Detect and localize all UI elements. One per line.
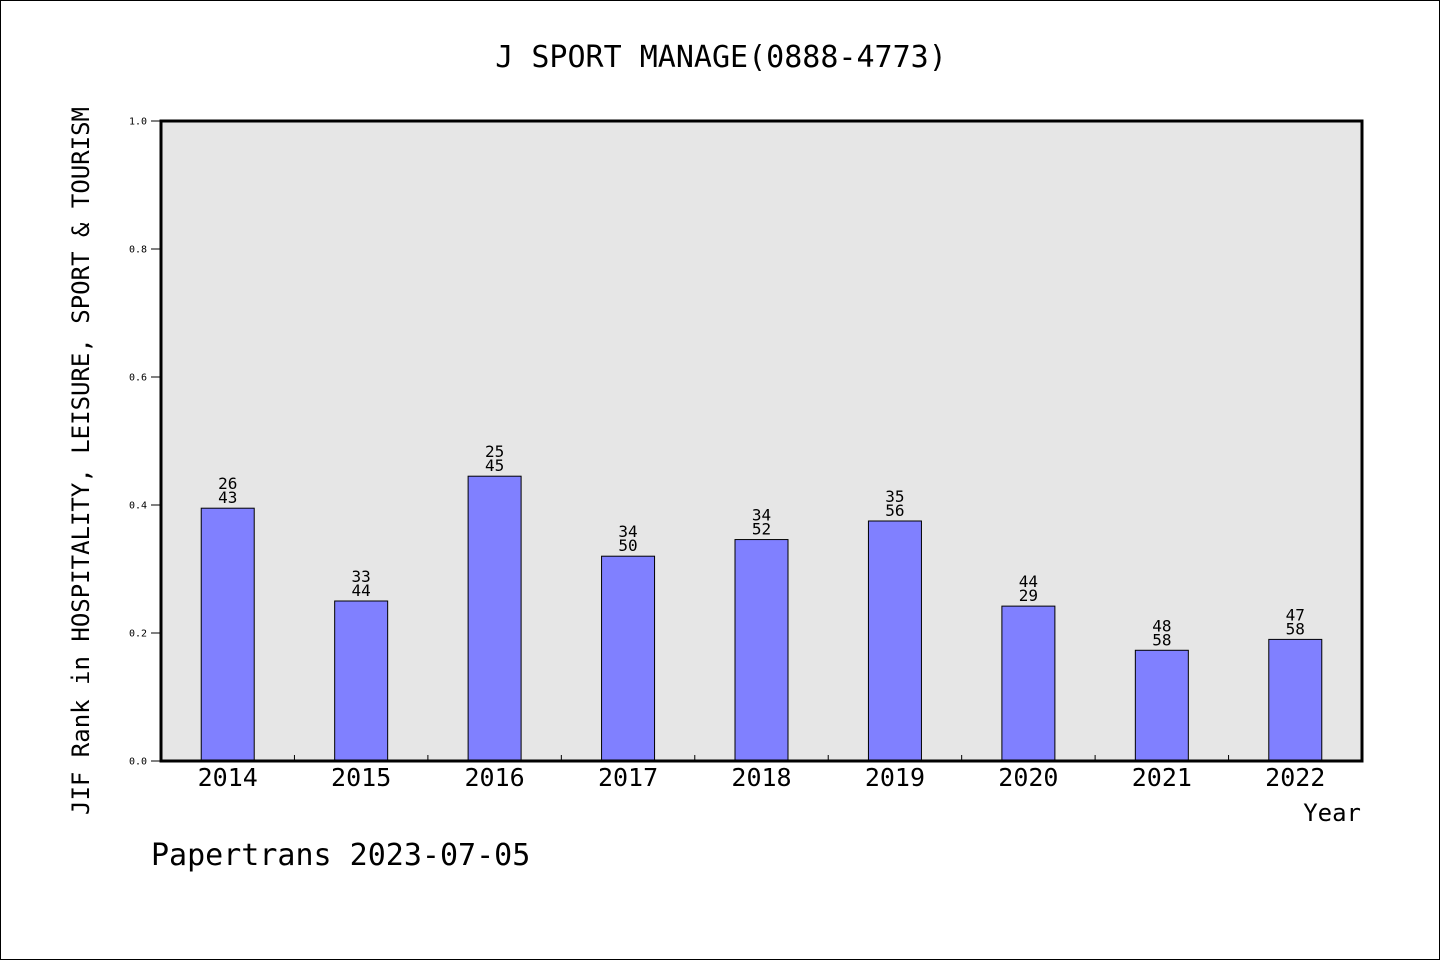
x-axis: 2014 2015 2016 2017 2018 2019 2020 2021 2022	[198, 755, 1325, 792]
bar	[601, 555, 656, 762]
bar-total-label: 50	[618, 536, 637, 555]
x-tick-label: 2021	[1132, 763, 1192, 792]
bar	[867, 520, 922, 762]
bar	[334, 600, 389, 762]
x-axis-label: Year	[1303, 799, 1361, 827]
x-tick-label: 2016	[465, 763, 525, 792]
bar-total-label: 29	[1019, 586, 1038, 605]
bar-total-label: 44	[352, 581, 371, 600]
y-tick-label: 0.6	[129, 373, 147, 384]
x-tick-label: 2020	[998, 763, 1058, 792]
bar-rank-label: 35	[885, 487, 904, 506]
bar-rank-label: 33	[352, 567, 371, 586]
bar-rank-label: 48	[1152, 616, 1171, 635]
y-tick-label: 0.0	[129, 757, 147, 768]
y-tick-label: 0.4	[129, 501, 147, 512]
bar-rank-label: 25	[485, 442, 504, 461]
bar-rank-label: 47	[1286, 605, 1305, 624]
bar-total-label: 45	[485, 456, 504, 475]
bar-total-label: 56	[885, 501, 904, 520]
x-tick-label: 2019	[865, 763, 925, 792]
bar-rank-label: 44	[1019, 572, 1038, 591]
bar	[1268, 638, 1323, 762]
chart-title: J SPORT MANAGE(0888-4773)	[495, 40, 947, 75]
y-axis-label: JIF Rank in HOSPITALITY, LEISURE, SPORT …	[67, 107, 95, 815]
bar	[200, 507, 255, 762]
bar-total-label: 43	[218, 488, 237, 507]
plot-border	[159, 119, 1364, 763]
footer-credit: Papertrans 2023-07-05	[151, 838, 530, 873]
bar	[1134, 649, 1189, 762]
bar	[734, 539, 789, 762]
y-tick-label: 0.8	[129, 245, 147, 256]
bar	[1001, 605, 1056, 762]
x-tick-label: 2014	[198, 763, 258, 792]
bar-rank-label: 34	[618, 522, 637, 541]
y-tick-label: 1.0	[129, 117, 147, 128]
x-tick-label: 2017	[598, 763, 658, 792]
bar-rank-label: 26	[218, 474, 237, 493]
y-tick-label: 0.2	[129, 629, 147, 640]
bar-total-label: 52	[752, 520, 771, 539]
bar-rank-label: 34	[752, 506, 771, 525]
bar	[467, 475, 522, 762]
x-tick-label: 2022	[1265, 763, 1325, 792]
bar-total-label: 58	[1152, 630, 1171, 649]
x-tick-label: 2018	[731, 763, 791, 792]
bar-total-label: 58	[1286, 619, 1305, 638]
x-tick-label: 2015	[331, 763, 391, 792]
y-axis: 0.0 0.2 0.4 0.6 0.8 1.0	[129, 117, 161, 768]
